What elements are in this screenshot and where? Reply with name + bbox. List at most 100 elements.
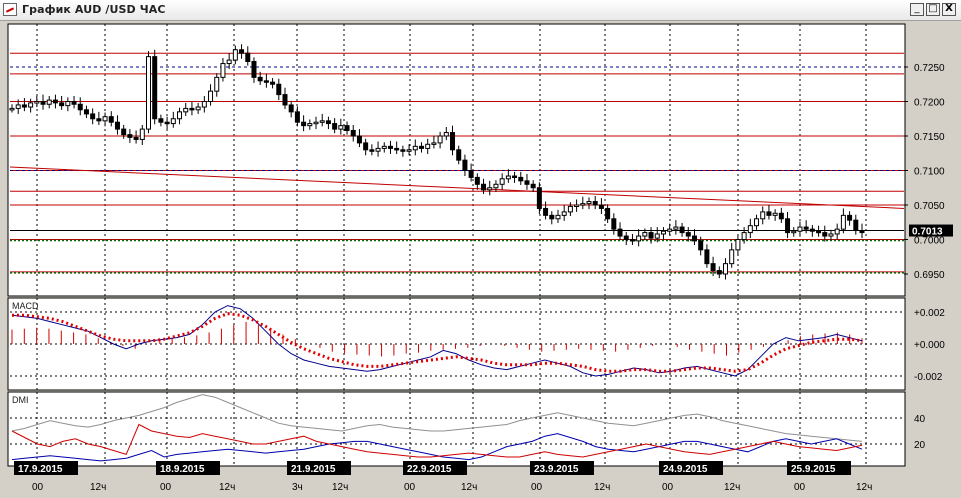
date-label: 22.9.2015 [407, 464, 452, 475]
dmi-panel[interactable] [7, 391, 906, 467]
hour-label: 12ч [594, 482, 610, 493]
date-labels: 17.9.2015 18.9.2015 21.9.2015 22.9.2015 23.9… [14, 461, 872, 493]
dmi-tick: 20 [914, 440, 926, 451]
candle-body [840, 214, 846, 230]
candle-body [369, 149, 375, 152]
candle-body [276, 83, 282, 96]
price-tick: 0.7050 [914, 201, 945, 212]
dmi-plus-line [11, 433, 863, 462]
hour-label: 00 [531, 482, 543, 493]
candle-body [152, 56, 158, 120]
close-button[interactable]: X [942, 3, 956, 16]
maximize-button[interactable]: □ [926, 3, 940, 16]
candle-body [691, 235, 697, 242]
axis-labels: 0.7250 0.7200 0.7150 0.7100 0.7050 0.7000 0.69… [904, 63, 953, 451]
candle-body [158, 118, 164, 123]
candle-body [698, 240, 704, 251]
candle-body [642, 232, 648, 237]
candle-body [245, 52, 251, 62]
candle-body [716, 270, 722, 275]
candle-body [102, 116, 108, 122]
candle-body [598, 204, 604, 209]
candle-body [90, 113, 96, 120]
candle-body [474, 176, 480, 185]
candle-body [164, 121, 170, 125]
candle-body [822, 232, 828, 237]
candle-body [853, 219, 859, 232]
candle-body [524, 180, 530, 185]
current-price-label: 0.7013 [912, 227, 943, 238]
candle-body [536, 187, 542, 209]
candle-body [96, 118, 102, 122]
date-box [530, 461, 594, 475]
candle-body [263, 80, 269, 83]
candle-body [605, 207, 611, 220]
candle-body [803, 226, 809, 230]
candlestick-series [9, 44, 865, 280]
macd-tick: +0.000 [914, 340, 945, 351]
candle-body [685, 232, 691, 237]
candle-body [623, 235, 629, 241]
macd-tick: -0.002 [914, 372, 943, 383]
title-bar[interactable]: График AUD /USD ЧАС _ □ X [0, 0, 961, 21]
candle-body [400, 149, 406, 152]
date-box [787, 461, 851, 475]
candle-body [617, 228, 623, 237]
candle-body [468, 170, 474, 178]
candle-body [189, 107, 195, 111]
candle-body [338, 125, 344, 130]
date-label: 23.9.2015 [534, 464, 579, 475]
hour-label: 00 [662, 482, 674, 493]
date-label: 21.9.2015 [291, 464, 336, 475]
candle-body [543, 207, 549, 216]
candle-body [443, 132, 449, 137]
minimize-button[interactable]: _ [910, 3, 924, 16]
candle-body [220, 63, 226, 78]
date-box [403, 461, 467, 475]
candle-body [834, 228, 840, 235]
candle-body [518, 176, 524, 182]
hour-label: 12ч [90, 482, 106, 493]
candle-body [450, 132, 456, 151]
candle-body [282, 94, 288, 106]
candle-body [741, 232, 747, 241]
candle-body [34, 101, 40, 104]
price-levels [9, 52, 905, 274]
candle-body [481, 183, 487, 191]
date-box [156, 461, 220, 475]
candle-body [418, 145, 424, 149]
candle-body [77, 103, 83, 111]
macd-label: MACD [12, 301, 39, 311]
candle-body [723, 263, 729, 275]
candle-body [21, 104, 27, 108]
hour-label: 00 [794, 482, 806, 493]
candle-body [344, 125, 350, 131]
candle-body [636, 235, 642, 242]
candle-body [437, 135, 443, 144]
dmi-tick: 40 [914, 414, 926, 425]
candle-body [499, 178, 505, 185]
candle-body [121, 128, 127, 136]
candle-body [555, 214, 561, 220]
candle-body [332, 123, 338, 130]
candle-body [170, 118, 176, 125]
date-label: 25.9.2015 [791, 464, 836, 475]
current-price-tag [909, 224, 953, 237]
macd-tick: +0.002 [914, 308, 945, 319]
candle-body [307, 123, 313, 127]
candle-body [772, 212, 778, 216]
candle-body [28, 102, 34, 108]
candle-body [71, 101, 77, 105]
candle-body [108, 116, 114, 123]
candle-body [52, 99, 58, 104]
candle-body [505, 175, 511, 180]
candle-body [201, 101, 207, 108]
price-tick: 0.7100 [914, 167, 945, 178]
candle-body [679, 226, 685, 234]
candle-body [766, 211, 772, 216]
dmi-minus-line [11, 423, 863, 458]
date-label: 18.9.2015 [160, 464, 205, 475]
candle-body [456, 149, 462, 161]
